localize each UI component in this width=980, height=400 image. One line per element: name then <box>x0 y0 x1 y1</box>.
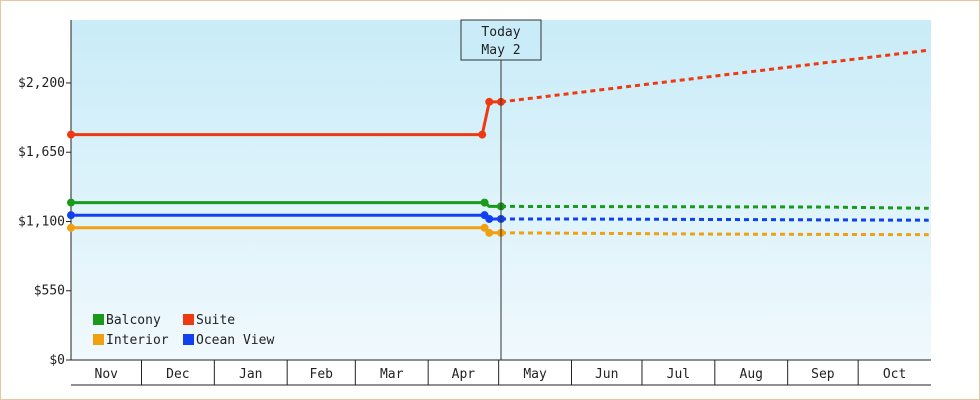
x-axis: Nov Dec Jan Feb Mar Apr May Jun Jul Aug Sep Oct <box>71 359 931 386</box>
legend-label-ocean-view: Ocean View <box>196 333 274 348</box>
suite-point <box>478 130 487 139</box>
month-label: Oct <box>883 367 906 382</box>
y-tick-label: $550 <box>34 284 65 299</box>
y-tick-label: $1,650 <box>18 145 65 160</box>
month-label: Jul <box>667 367 690 382</box>
month-label: Feb <box>310 367 334 382</box>
today-box <box>460 19 542 61</box>
y-tick-label: $2,200 <box>18 76 65 91</box>
interior-point <box>67 223 75 232</box>
y-tick-label: $1,100 <box>18 214 65 229</box>
ocean-view-point <box>67 211 75 220</box>
ocean-view-forecast-line <box>501 217 929 222</box>
legend-label-balcony: Balcony <box>106 313 161 328</box>
interior-point <box>485 228 494 237</box>
interior-point <box>480 223 489 232</box>
today-date-label: May 2 <box>481 43 520 58</box>
month-label: Jun <box>595 367 618 382</box>
balcony-point <box>67 198 75 207</box>
month-label: Nov <box>95 367 119 382</box>
suite-history-line <box>71 100 501 137</box>
month-label: Mar <box>380 367 404 382</box>
legend-label-suite: Suite <box>196 313 235 328</box>
balcony-forecast-line <box>500 204 929 210</box>
month-label: Aug <box>740 367 763 382</box>
legend-swatch-ocean-view <box>183 334 194 345</box>
series-lines <box>67 48 929 237</box>
legend-label-interior: Interior <box>106 333 169 348</box>
ocean-view-point <box>485 214 494 223</box>
y-axis: $0 $550 $1,100 $1,650 $2,200 <box>18 20 72 368</box>
legend-swatch-suite <box>183 314 194 325</box>
legend-swatch-interior <box>93 334 104 345</box>
month-label: Sep <box>811 367 835 382</box>
month-label: Jan <box>239 367 262 382</box>
y-tick-label: $0 <box>49 353 65 368</box>
month-label: Dec <box>166 367 189 382</box>
legend: Balcony Suite Interior Ocean View <box>93 313 274 348</box>
month-label: May <box>523 367 547 382</box>
balcony-point <box>480 198 489 207</box>
suite-point <box>67 130 75 139</box>
suite-point <box>485 97 494 106</box>
today-label: Today <box>481 25 520 40</box>
today-marker: Today May 2 <box>460 19 542 360</box>
month-label: Apr <box>452 367 476 382</box>
legend-swatch-balcony <box>93 314 104 325</box>
